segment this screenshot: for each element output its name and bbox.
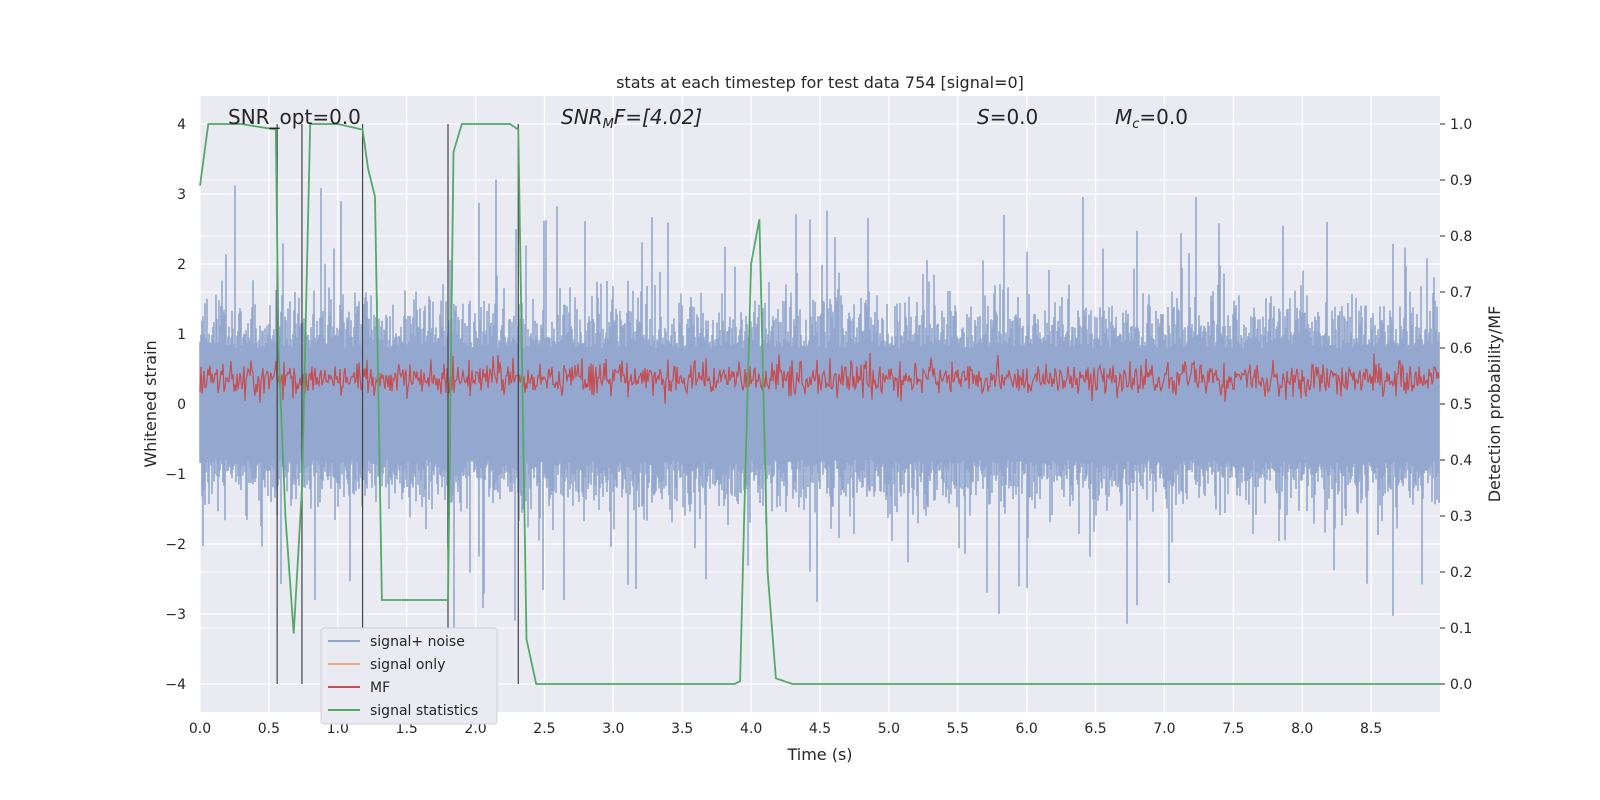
x-tick-label-16: 8.0 bbox=[1291, 721, 1313, 737]
y-right-tick-label-0: 0.0 bbox=[1450, 677, 1472, 693]
y-left-tick-label-8: 4 bbox=[177, 117, 186, 133]
y-right-tick-label-6: 0.6 bbox=[1450, 341, 1472, 357]
mf-trace bbox=[199, 352, 1440, 404]
annotation-snr-mf: SNRMF=[4.02] bbox=[561, 105, 702, 132]
x-tick-label-14: 7.0 bbox=[1153, 721, 1175, 737]
y-left-tick-label-4: 0 bbox=[177, 397, 186, 413]
y-right-tick-label-4: 0.4 bbox=[1450, 453, 1472, 469]
y-left-tick-label-7: 3 bbox=[177, 187, 186, 203]
signal-statistics-line bbox=[199, 123, 1440, 685]
y-right-tick-label-5: 0.5 bbox=[1450, 397, 1472, 413]
x-tick-label-6: 3.0 bbox=[602, 721, 624, 737]
x-axis-label: Time (s) bbox=[786, 745, 852, 764]
legend-label-mf: MF bbox=[370, 680, 390, 696]
noise-trace bbox=[199, 179, 1440, 632]
x-axis-ticks: 0.0 0.5 1.0 1.5 2.0 2.5 3.0 3.5 4.0 4.5 5.0 5.5 6.0 6… bbox=[189, 721, 1382, 737]
annotation-s: S=0.0 bbox=[977, 105, 1038, 129]
x-tick-label-4: 2.0 bbox=[464, 721, 486, 737]
y-left-tick-label-3: −1 bbox=[165, 467, 186, 483]
y-right-tick-label-7: 0.7 bbox=[1450, 285, 1472, 301]
x-tick-label-12: 6.0 bbox=[1016, 721, 1038, 737]
x-tick-label-5: 2.5 bbox=[533, 721, 555, 737]
y-left-tick-label-1: −3 bbox=[165, 607, 186, 623]
y-right-tick-label-9: 0.9 bbox=[1450, 173, 1472, 189]
series-mf bbox=[199, 352, 1440, 404]
annotation-snr-opt: SNR_opt=0.0 bbox=[228, 105, 361, 129]
x-tick-label-15: 7.5 bbox=[1222, 721, 1244, 737]
x-tick-label-3: 1.5 bbox=[396, 721, 418, 737]
y-right-tick-label-1: 0.1 bbox=[1450, 621, 1472, 637]
legend-box bbox=[320, 627, 498, 725]
series-signal-statistics bbox=[199, 123, 1440, 685]
y-left-tick-label-2: −2 bbox=[165, 537, 186, 553]
x-tick-label-8: 4.0 bbox=[740, 721, 762, 737]
x-tick-label-1: 0.5 bbox=[258, 721, 280, 737]
legend-label-signal-only: signal only bbox=[370, 657, 445, 673]
x-tick-label-0: 0.0 bbox=[189, 721, 211, 737]
x-tick-label-7: 3.5 bbox=[671, 721, 693, 737]
y-left-tick-label-5: 1 bbox=[177, 327, 186, 343]
x-tick-label-10: 5.0 bbox=[878, 721, 900, 737]
legend-label-signal-statistics: signal statistics bbox=[370, 703, 478, 719]
x-tick-label-17: 8.5 bbox=[1360, 721, 1382, 737]
y-right-tick-label-8: 0.8 bbox=[1450, 229, 1472, 245]
y-axis-left-ticks: −4 −3 −2 −1 0 1 2 3 4 bbox=[165, 117, 186, 693]
legend: signal+ noise signal only MF signal stat… bbox=[320, 627, 498, 725]
legend-label-signal-noise: signal+ noise bbox=[370, 634, 465, 650]
y-left-tick-label-0: −4 bbox=[165, 677, 186, 693]
x-tick-label-9: 4.5 bbox=[809, 721, 831, 737]
series-signal-noise bbox=[199, 179, 1440, 632]
y-right-tick-label-2: 0.2 bbox=[1450, 565, 1472, 581]
y-axis-right-ticks: 0.0 0.1 0.2 0.3 0.4 0.5 0.6 0.7 0.8 0.9 1.0 bbox=[1440, 117, 1472, 693]
y-right-tick-label-10: 1.0 bbox=[1450, 117, 1472, 133]
y-left-tick-label-6: 2 bbox=[177, 257, 186, 273]
y-right-tick-label-3: 0.3 bbox=[1450, 509, 1472, 525]
x-tick-label-11: 5.5 bbox=[947, 721, 969, 737]
y-axis-left-label: Whitened strain bbox=[141, 340, 160, 467]
x-tick-label-2: 1.0 bbox=[327, 721, 349, 737]
annotation-mc: Mc=0.0 bbox=[1115, 105, 1188, 132]
x-tick-label-13: 6.5 bbox=[1084, 721, 1106, 737]
y-axis-right-label: Detection probability/MF bbox=[1485, 306, 1504, 503]
chart-title: stats at each timestep for test data 754… bbox=[616, 73, 1024, 92]
